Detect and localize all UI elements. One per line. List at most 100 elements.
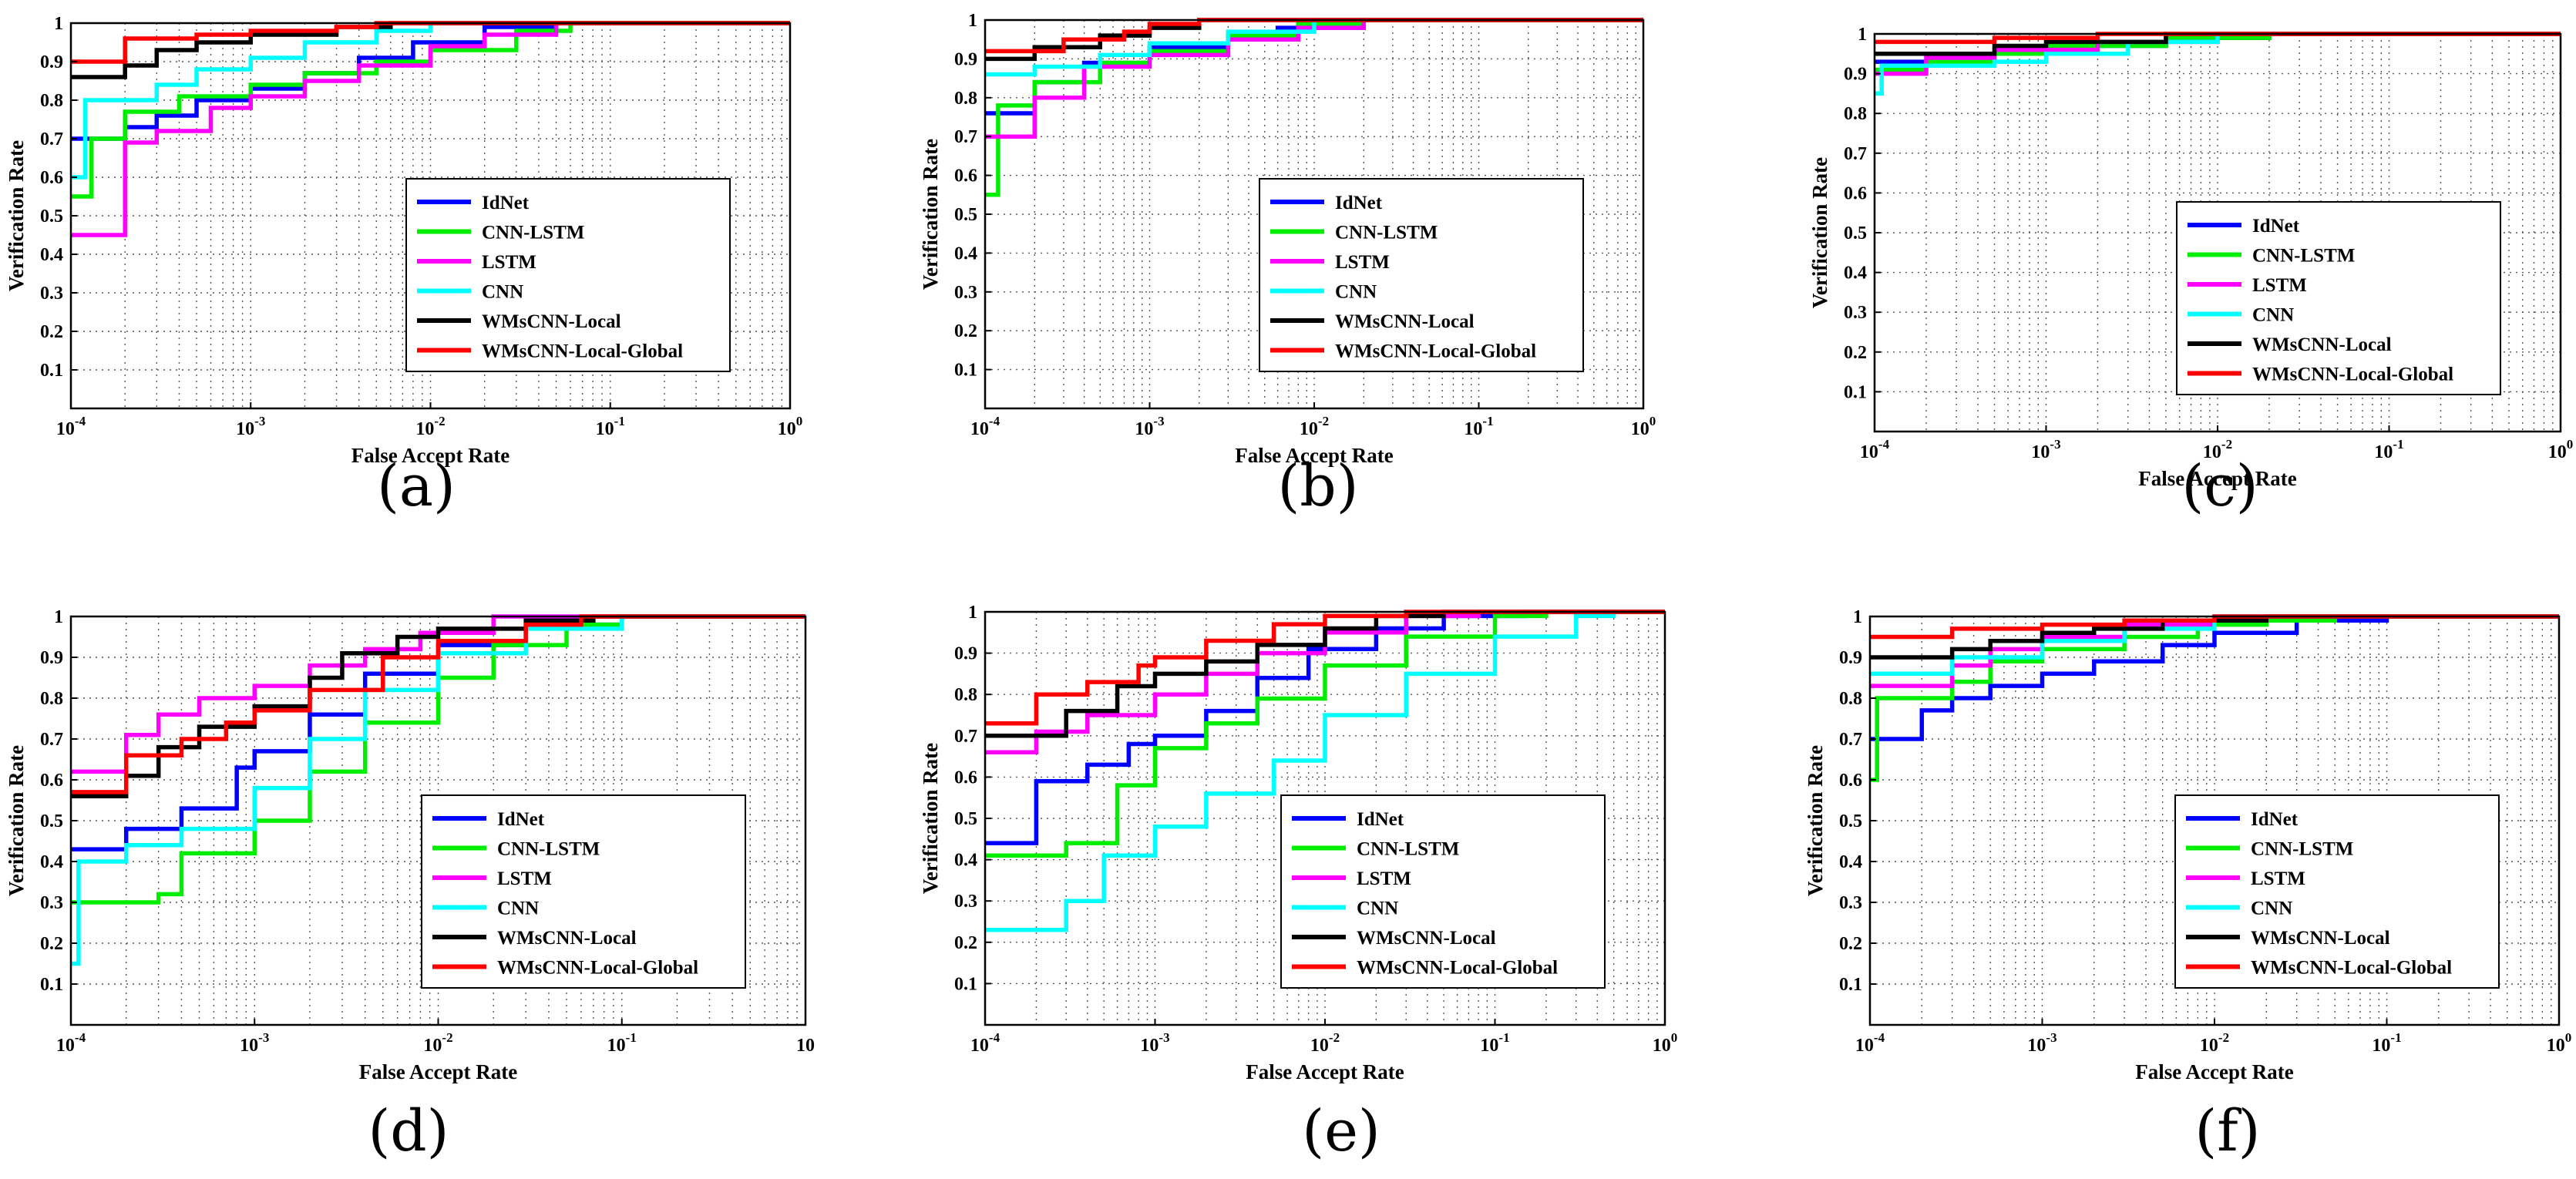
y-axis-label: Verification Rate <box>1808 157 1831 308</box>
y-tick-label: 0.7 <box>1844 144 1867 164</box>
x-tick-label: 10-2 <box>2203 437 2232 462</box>
x-tick-label: 10-3 <box>2031 437 2060 462</box>
chart-panel-e: 0.1 0.2 0.3 0.4 0.5 0.6 0.7 0.8 0.9 1 10-4 10-3 10-2… <box>848 593 1680 1179</box>
x-ticks: 10-4 10-3 10-2 10-1 100 <box>970 402 1656 439</box>
y-tick-label: 0.8 <box>954 685 977 705</box>
legend-label-lstm: LSTM <box>2252 275 2307 296</box>
y-tick-label: 0.2 <box>40 322 63 342</box>
y-tick-label: 1 <box>1858 25 1867 45</box>
x-tick-label: 10-2 <box>415 414 445 439</box>
legend-label-cnn-lstm: CNN-LSTM <box>497 839 600 860</box>
y-tick-label: 0.3 <box>1839 893 1862 913</box>
legend-label-wmscnn-local: WMsCNN-Local <box>1335 311 1475 332</box>
y-tick-label: 0.4 <box>1839 852 1862 872</box>
panel-caption-c: (c) <box>2181 453 2258 519</box>
y-tick-label: 0.6 <box>40 168 63 188</box>
series-line-wmscnn-local-global <box>1870 614 2559 640</box>
series-line-cnn-lstm <box>1870 614 2559 782</box>
x-tick-label: 10-4 <box>1855 1030 1885 1056</box>
series-line-lstm <box>985 18 1643 139</box>
x-axis-label: False Accept Rate <box>351 444 509 467</box>
y-tick-label: 0.8 <box>40 689 63 709</box>
series-line-wmscnn-local-global <box>985 610 1665 726</box>
y-tick-label: 0.9 <box>40 52 63 72</box>
roc-chart-c: 0.1 0.2 0.3 0.4 0.5 0.6 0.7 0.8 0.9 1 10-4 10-3 10-2… <box>1808 25 2573 490</box>
x-axis-label: False Accept Rate <box>2138 467 2296 490</box>
x-tick-label: 100 <box>1631 414 1656 439</box>
y-axis-label: Verification Rate <box>1804 745 1827 896</box>
series-line-lstm <box>71 614 805 774</box>
panel-caption-f: (f) <box>2194 1098 2261 1164</box>
x-ticks: 10-4 10-3 10-2 10-1 100 <box>56 402 802 439</box>
legend-label-wmscnn-local: WMsCNN-Local <box>482 311 621 332</box>
y-tick-label: 0.9 <box>40 648 63 668</box>
y-tick-label: 0.6 <box>954 768 977 788</box>
x-tick-label: 10-2 <box>1310 1030 1340 1056</box>
x-tick-label: 10-1 <box>2374 437 2403 462</box>
y-tick-label: 0.5 <box>40 207 63 227</box>
y-tick-label: 0.1 <box>954 974 977 994</box>
y-ticks: 0.1 0.2 0.3 0.4 0.5 0.6 0.7 0.8 0.9 1 <box>1844 25 1881 402</box>
legend-label-lstm: LSTM <box>497 868 552 889</box>
y-tick-label: 0.2 <box>954 933 977 953</box>
y-tick-label: 0.4 <box>1844 264 1867 284</box>
x-axis-label: False Accept Rate <box>1246 1060 1404 1083</box>
legend: IdNet CNN-LSTM LSTM CNN WMsCNN-Local WMsCNN-L… <box>1259 178 1584 372</box>
y-tick-label: 0.8 <box>1839 689 1862 709</box>
x-tick-label: 10-4 <box>56 1030 86 1056</box>
legend-label-lstm: LSTM <box>482 252 536 273</box>
legend-label-wmscnn-local-global: WMsCNN-Local-Global <box>1335 341 1536 362</box>
series-line-cnn-lstm <box>985 610 1665 858</box>
roc-chart-d: 0.1 0.2 0.3 0.4 0.5 0.6 0.7 0.8 0.9 1 10-4 10-3 10-2… <box>5 607 815 1083</box>
y-tick-label: 0.6 <box>1844 183 1867 203</box>
roc-chart-f: 0.1 0.2 0.3 0.4 0.5 0.6 0.7 0.8 0.9 1 10-4 10-3 10-2… <box>1804 607 2571 1083</box>
y-tick-label: 0.4 <box>954 851 977 871</box>
x-ticks: 10-4 10-3 10-2 10-1 10 <box>56 1019 815 1056</box>
series-line-cnn <box>71 21 790 180</box>
x-tick-label: 100 <box>1653 1030 1678 1056</box>
y-tick-label: 0.5 <box>1844 223 1867 244</box>
series-line-cnn <box>985 18 1643 77</box>
legend-label-idnet: IdNet <box>1335 193 1383 213</box>
series-line-cnn <box>985 610 1665 932</box>
series-line-cnn <box>1875 32 2561 96</box>
x-tick-label: 10-4 <box>970 1030 1000 1056</box>
legend-label-cnn: CNN <box>497 899 539 919</box>
y-tick-label: 0.6 <box>1839 771 1862 791</box>
x-tick-label: 100 <box>2548 437 2574 462</box>
series-group <box>71 614 805 966</box>
panel-caption-b: (b) <box>1277 453 1359 519</box>
y-tick-label: 1 <box>54 607 63 627</box>
x-ticks: 10-4 10-3 10-2 10-1 100 <box>1855 1019 2571 1056</box>
legend-label-wmscnn-local-global: WMsCNN-Local-Global <box>482 341 683 362</box>
series-line-idnet <box>985 610 1665 845</box>
legend-label-wmscnn-local: WMsCNN-Local <box>497 928 637 949</box>
legend-box <box>2176 201 2501 395</box>
x-axis-label: False Accept Rate <box>2135 1060 2293 1083</box>
series-group <box>1870 614 2559 782</box>
x-ticks: 10-4 10-3 10-2 10-1 100 <box>970 1019 1677 1056</box>
y-tick-label: 0.5 <box>40 811 63 831</box>
series-group <box>1875 32 2561 96</box>
y-tick-label: 0.8 <box>40 91 63 111</box>
y-tick-label: 0.8 <box>1844 104 1867 124</box>
y-tick-label: 0.3 <box>954 892 977 912</box>
y-ticks: 0.1 0.2 0.3 0.4 0.5 0.6 0.7 0.8 0.9 1 <box>40 14 77 381</box>
legend-label-cnn: CNN <box>2252 305 2294 326</box>
roc-chart-a: 0.1 0.2 0.3 0.4 0.5 0.6 0.7 0.8 0.9 1 10-4 10-3 10-2… <box>5 14 802 467</box>
y-axis-label: Verification Rate <box>919 139 942 290</box>
series-line-idnet <box>1870 614 2559 741</box>
x-tick-label: 10-1 <box>1480 1030 1509 1056</box>
legend-label-idnet: IdNet <box>1357 809 1404 830</box>
legend: IdNet CNN-LSTM LSTM CNN WMsCNN-Local WMsCNN-L… <box>405 178 731 372</box>
y-tick-label: 0.7 <box>1839 730 1862 750</box>
chart-panel-f: 0.1 0.2 0.3 0.4 0.5 0.6 0.7 0.8 0.9 1 10-4 10-3 10-2… <box>1696 593 2576 1179</box>
series-line-lstm <box>71 21 790 237</box>
y-tick-label: 0.2 <box>40 934 63 954</box>
x-ticks: 10-4 10-3 10-2 10-1 100 <box>1860 425 2573 462</box>
chart-panel-c: 0.1 0.2 0.3 0.4 0.5 0.6 0.7 0.8 0.9 1 10-4 10-3 10-2… <box>1696 0 2576 539</box>
y-tick-label: 0.2 <box>954 321 977 341</box>
y-ticks: 0.1 0.2 0.3 0.4 0.5 0.6 0.7 0.8 0.9 1 <box>1839 607 1876 995</box>
legend-label-wmscnn-local: WMsCNN-Local <box>1357 928 1496 949</box>
y-tick-label: 0.1 <box>1844 382 1867 402</box>
